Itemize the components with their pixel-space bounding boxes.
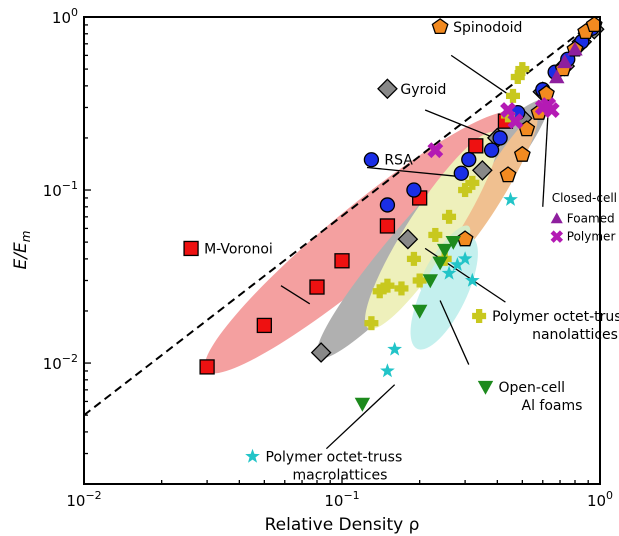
legend-m-voronoi-marker (183, 240, 199, 257)
band-polymer-octet-truss-nanolattices (365, 132, 498, 330)
point-polymer-octet-truss-macrolattices-1 (380, 363, 395, 378)
point-polymer-octet-truss-nanolattices-6 (412, 273, 427, 288)
legend-polymer-octet-truss-macrolattices-marker (245, 448, 260, 463)
label-gyroid: Gyroid (400, 82, 446, 98)
point-polymer-octet-truss-nanolattices-12 (501, 108, 516, 123)
point-polymer-octet-truss-macrolattices-7 (503, 191, 518, 206)
annotation-labels: Spinodoid Gyroid RSA M-Voronoi Closed-cell f… (204, 20, 619, 484)
reference-line (83, 16, 601, 416)
pointer-gyroid (424, 109, 495, 139)
data-markers (199, 16, 605, 412)
pointer-open-cell-al-foams (439, 300, 470, 365)
point-foamed-glass-2 (557, 54, 573, 69)
axis-ticks (83, 16, 601, 485)
point-spinodoid-1 (456, 230, 474, 247)
point-rsa-2 (406, 182, 422, 198)
point-polymer-octet-truss-nanolattices-11 (465, 175, 480, 190)
label-foamed-glass: Foamed glass (567, 211, 619, 225)
point-polymer-octet-truss-macrolattices-4 (450, 257, 465, 271)
legend-rsa-marker (363, 152, 380, 168)
point-open-cell-al-foams-4 (432, 256, 448, 271)
point-polymer-octet-truss-nanolattices-10 (458, 183, 473, 198)
point-polymer-octet-truss-nanolattices-13 (505, 88, 520, 103)
pointer-closed-cell-foams (542, 109, 549, 207)
point-polymer-octet-truss-nanolattices-7 (428, 227, 443, 242)
point-open-cell-al-foams-3 (422, 274, 438, 289)
y-axis-label: E/Em (11, 231, 33, 270)
point-spinodoid-2 (499, 166, 517, 183)
point-gyroid-2 (397, 228, 419, 250)
point-m-voronoi-7 (468, 138, 484, 154)
point-polymer-octet-truss-nanolattices-2 (372, 284, 387, 299)
x-axis-label: Relative Density ρ (265, 515, 420, 535)
reference-line-group (83, 16, 601, 416)
point-m-voronoi-3 (309, 279, 325, 295)
point-gyroid-3 (471, 159, 493, 181)
point-polymer-octet-truss-nanolattices-4 (394, 281, 409, 296)
point-rsa-4 (461, 151, 477, 168)
point-m-voronoi-1 (199, 359, 215, 375)
point-m-voronoi-5 (379, 218, 396, 234)
point-polymer-octet-truss-macrolattices-6 (465, 272, 480, 287)
point-m-voronoi-2 (256, 317, 272, 334)
label-rsa: RSA (384, 153, 413, 169)
point-open-cell-al-foams-5 (437, 243, 453, 258)
pointer-spinodoid (450, 54, 511, 97)
label-polymer-octet-truss-macrolattices: Polymer octet-truss macrolattices (266, 449, 403, 483)
point-polymer-octet-truss-macrolattices-3 (441, 265, 457, 280)
point-rsa-6 (492, 130, 508, 146)
point-polymer-octet-truss-nanolattices-14 (510, 70, 525, 85)
x-tick-label: 10−2 (66, 489, 101, 510)
point-polymer-octet-truss-nanolattices-1 (364, 316, 379, 331)
legend-polymer-octet-truss-nanolattices-marker (472, 309, 487, 324)
label-spinodoid: Spinodoid (453, 20, 522, 36)
axis-tick-labels: 10−2 10−1 100 10−2 10−1 100 (43, 6, 613, 510)
pointer-rsa (366, 166, 458, 177)
density-bands (204, 99, 549, 374)
legend-gyroid-marker (377, 78, 398, 100)
point-spinodoid-3 (513, 145, 531, 162)
x-tick-label: 100 (587, 489, 613, 510)
pointer-m-voronoi (280, 285, 311, 305)
y-tick-label: 100 (52, 6, 78, 27)
point-polymer-octet-truss-nanolattices-9 (442, 209, 457, 224)
point-polymer-foams-6 (543, 102, 560, 118)
y-tick-label: 10−2 (43, 352, 78, 373)
label-polymer-octet-truss-nanolattices: Polymer octet-truss nanolattices (492, 309, 619, 343)
point-polymer-octet-truss-nanolattices-5 (406, 251, 421, 266)
label-m-voronoi: M-Voronoi (204, 241, 273, 257)
point-polymer-octet-truss-macrolattices-5 (457, 251, 473, 266)
point-polymer-octet-truss-nanolattices-3 (380, 278, 395, 293)
y-tick-label: 10−1 (43, 179, 78, 200)
point-polymer-octet-truss-macrolattices-2 (387, 341, 402, 356)
band-m-voronoi (204, 111, 517, 374)
point-polymer-octet-truss-nanolattices-15 (515, 62, 530, 77)
pointer-polymer-octet-truss-macrolattices (325, 384, 396, 450)
x-tick-label: 10−1 (324, 489, 359, 510)
point-rsa-1 (379, 197, 396, 213)
legend-open-cell-al-foams-marker (477, 380, 494, 395)
point-m-voronoi-4 (334, 253, 350, 269)
point-polymer-foams-1 (427, 142, 444, 159)
annotation-markers (183, 18, 564, 463)
point-foamed-glass-3 (567, 41, 583, 56)
legend-spinodoid-marker (431, 18, 449, 35)
label-polymer-foams: Polymer foams (567, 230, 619, 244)
label-closed-cell-foams: Closed-cell foams (552, 191, 619, 205)
label-open-cell-al-foams: Open-cell Al foams (499, 380, 583, 414)
point-open-cell-al-foams-1 (354, 397, 371, 412)
point-rsa-5 (483, 142, 500, 158)
point-gyroid-1 (310, 342, 332, 363)
point-rsa-3 (453, 165, 469, 181)
legend-polymer-foams-marker (550, 230, 564, 243)
point-foamed-glass-1 (549, 69, 565, 84)
point-open-cell-al-foams-6 (445, 236, 461, 250)
legend-foamed-glass-marker (550, 212, 563, 224)
point-open-cell-al-foams-2 (412, 304, 428, 319)
point-polymer-foams-3 (507, 113, 524, 130)
